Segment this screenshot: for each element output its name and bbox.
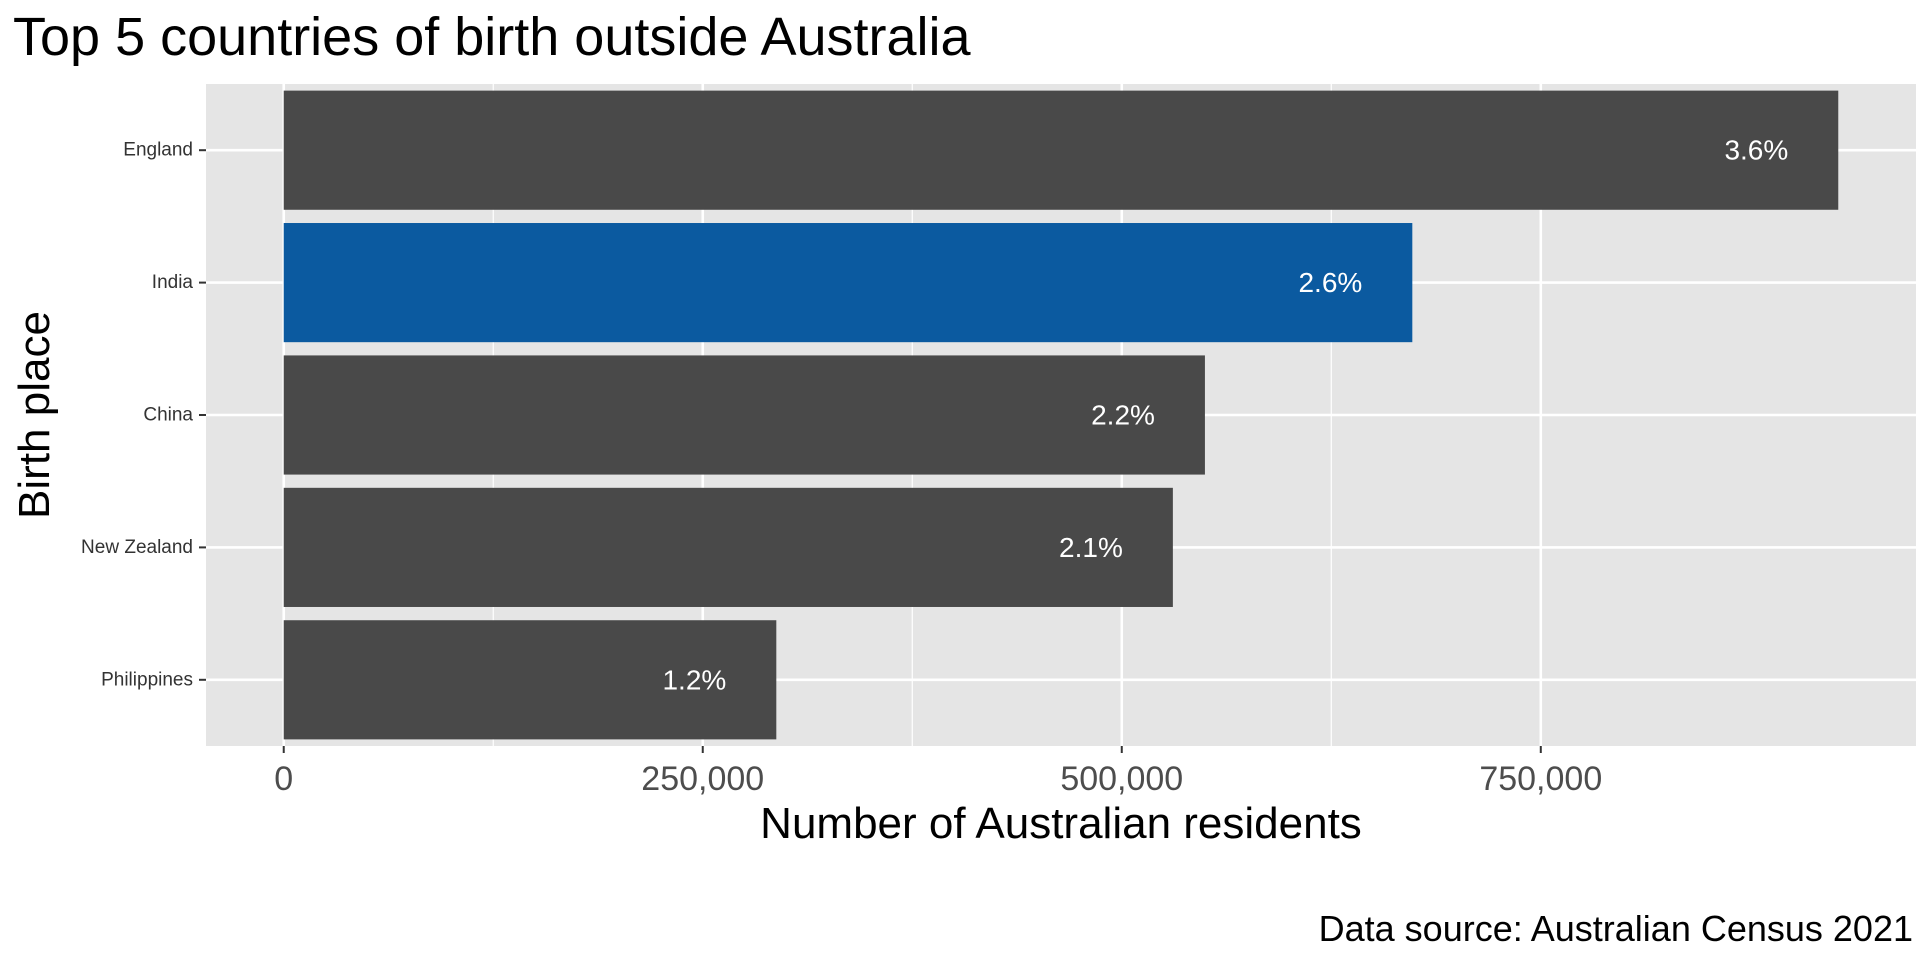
chart-title: Top 5 countries of birth outside Austral… [13, 7, 972, 67]
bar-value-label: 2.6% [1298, 267, 1362, 298]
bar-value-label: 1.2% [662, 664, 726, 695]
bar-china [283, 355, 1205, 475]
bar-value-label: 2.1% [1059, 532, 1123, 563]
bar-philippines [283, 620, 777, 740]
x-axis-title: Number of Australian residents [760, 799, 1362, 848]
bars: 3.6% 2.6% 2.2% 2.1% 1.2% [283, 90, 1839, 740]
y-axis-title: Birth place [10, 311, 59, 519]
chart-caption: Data source: Australian Census 2021 [1319, 908, 1913, 949]
y-tick-label: New Zealand [81, 537, 193, 558]
y-tick-label: China [143, 405, 193, 426]
bar-value-label: 2.2% [1091, 400, 1155, 431]
bar-england [283, 90, 1839, 210]
x-tick-label: 500,000 [1060, 760, 1183, 798]
x-axis-labels: 0 250,000 500,000 750,000 [274, 746, 1602, 798]
x-tick-label: 0 [274, 760, 293, 798]
y-tick-label: India [152, 272, 194, 293]
y-tick-label: England [123, 140, 193, 161]
bar-value-label: 3.6% [1724, 135, 1788, 166]
x-tick-label: 750,000 [1479, 760, 1602, 798]
x-tick-label: 250,000 [641, 760, 764, 798]
y-axis-labels: England India China New Zealand Philippines [81, 140, 206, 690]
y-tick-label: Philippines [101, 669, 193, 690]
bar-new-zealand [283, 487, 1173, 607]
bar-india [283, 223, 1413, 343]
